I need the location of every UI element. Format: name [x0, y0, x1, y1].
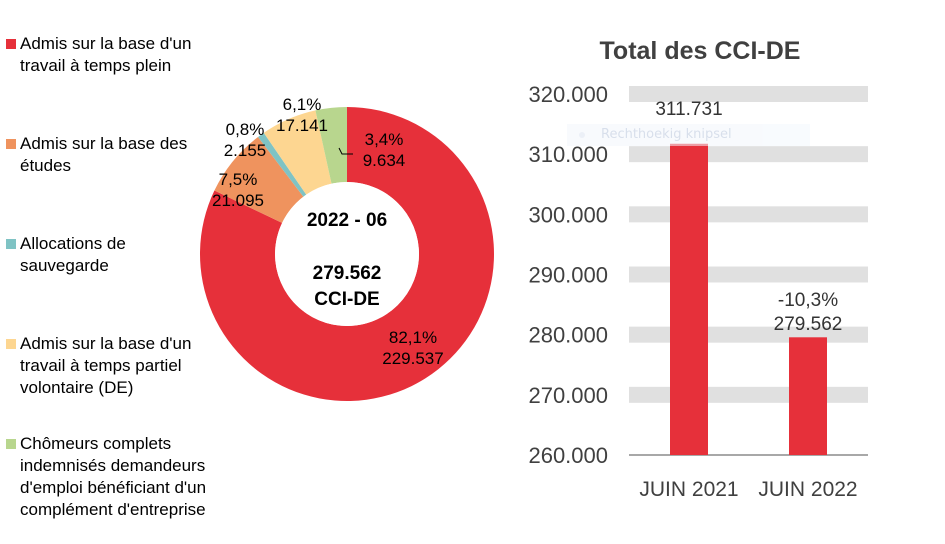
donut-center-period: 2022 - 06 [307, 210, 387, 231]
legend-label: Allocations de sauvegarde [20, 234, 126, 275]
tooltip-dot-icon [579, 132, 585, 138]
leader-line [338, 147, 353, 155]
legend-swatch-icon [6, 139, 16, 149]
gridline [629, 146, 868, 163]
legend-label: Admis sur la base d'un travail à temps p… [20, 334, 192, 397]
tooltip-text: Rechthoekig knipsel [601, 127, 732, 142]
gridline [629, 386, 868, 403]
donut-percent-label: 0,8% [226, 120, 265, 139]
donut-slice-allocations-de-sauvegarde [258, 132, 307, 197]
y-tick-label: 270.000 [528, 383, 608, 408]
y-tick-label: 300.000 [528, 202, 608, 227]
y-tick-label: 310.000 [528, 142, 608, 167]
donut-percent-label: 6,1% [283, 95, 322, 114]
legend-swatch-icon [6, 439, 16, 449]
bar-value-label: 311.731 [655, 99, 722, 120]
bar-change-label: -10,3% [778, 290, 838, 311]
gridline [629, 86, 868, 102]
donut-slice-admis-sur-la-base-d-un-travail-a-temps-p [200, 107, 494, 401]
y-tick-label: 320.000 [528, 82, 608, 107]
donut-value-label: 17.141 [276, 116, 328, 135]
legend-item: Chômeurs complets indemnisés demandeurs … [6, 433, 206, 521]
bar-juin-2022 [789, 337, 827, 455]
donut-value-label: 229.537 [382, 349, 443, 368]
legend-swatch-icon [6, 39, 16, 49]
donut-value-label: 21.095 [212, 191, 264, 210]
donut-hole [275, 182, 419, 326]
legend-item: Admis sur la base d'un travail à temps p… [6, 33, 191, 77]
y-tick-label: 290.000 [528, 263, 608, 288]
legend-item: Admis sur la base d'un travail à temps p… [6, 333, 191, 399]
snipping-tooltip: Rechthoekig knipsel [567, 124, 810, 146]
legend-item: Allocations de sauvegarde [6, 233, 126, 277]
legend-item: Admis sur la base des études [6, 133, 187, 177]
donut-slice-admis-sur-la-base-d-un-travail-a-temps-p [263, 110, 332, 195]
donut-percent-label: 82,1% [389, 328, 437, 347]
x-category-label: JUIN 2021 [639, 478, 738, 501]
bar-value-label: 279.562 [774, 314, 843, 335]
gridline [629, 206, 868, 223]
legend-swatch-icon [6, 339, 16, 349]
gridline [629, 266, 868, 283]
donut-slice-chomeurs-complets-indemnises-demandeurs- [315, 107, 347, 184]
donut-percent-label: 3,4% [365, 130, 404, 149]
donut-value-label: 9.634 [363, 151, 406, 170]
y-tick-label: 260.000 [528, 443, 608, 468]
donut-legend: Admis sur la base d'un travail à temps p… [0, 0, 240, 544]
bar-juin-2021 [670, 143, 708, 455]
bar-chart-title: Total des CCI-DE [600, 37, 801, 65]
x-category-label: JUIN 2022 [758, 478, 857, 501]
legend-label: Chômeurs complets indemnisés demandeurs … [20, 434, 207, 519]
donut-value-label: 2.155 [224, 141, 267, 160]
legend-label: Admis sur la base des études [20, 134, 188, 175]
donut-center-unit: CCI-DE [314, 289, 379, 310]
donut-percent-label: 7,5% [219, 170, 258, 189]
y-tick-label: 280.000 [528, 323, 608, 348]
legend-swatch-icon [6, 239, 16, 249]
donut-center-total: 279.562 [313, 263, 382, 284]
legend-label: Admis sur la base d'un travail à temps p… [20, 34, 192, 75]
donut-slice-admis-sur-la-base-des-etudes [214, 136, 304, 223]
